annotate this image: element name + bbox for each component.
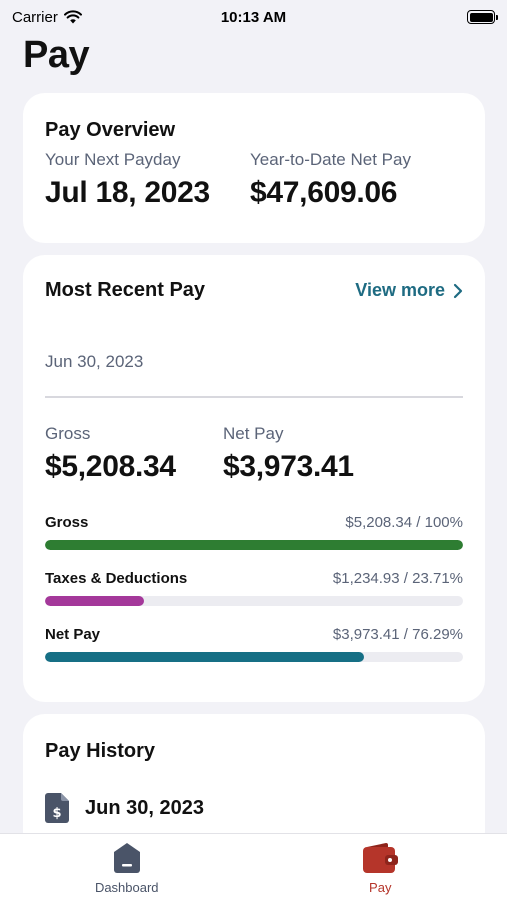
pay-overview-title: Pay Overview	[45, 119, 176, 141]
document-dollar-icon: $	[45, 793, 69, 823]
ytd-net-pay-label: Year-to-Date Net Pay	[250, 150, 411, 169]
wifi-icon	[63, 10, 82, 24]
carrier-label: Carrier	[12, 8, 58, 26]
net-pay-value: $3,973.41	[223, 449, 354, 483]
next-payday-label: Your Next Payday	[45, 150, 181, 169]
tab-dashboard[interactable]: Dashboard	[52, 834, 202, 900]
pay-history-date: Jun 30, 2023	[85, 796, 204, 819]
tab-pay-label: Pay	[369, 880, 392, 895]
dashboard-icon	[113, 843, 140, 873]
bar-net-pay-value: $3,973.41 / 76.29%	[332, 625, 463, 643]
bar-taxes-name: Taxes & Deductions	[45, 569, 188, 587]
bar-taxes-fill	[45, 595, 145, 606]
bar-net-pay: Net Pay $3,973.41 / 76.29%	[45, 626, 463, 662]
pay-history-item[interactable]: $ Jun 30, 2023	[45, 793, 463, 823]
chevron-right-icon	[453, 283, 463, 298]
bar-net-pay-fill	[45, 651, 364, 662]
svg-text:$: $	[52, 806, 61, 821]
tab-pay[interactable]: Pay	[305, 834, 455, 900]
pay-history-card: Pay History $ Jun 30, 2023	[23, 714, 485, 854]
most-recent-pay-card: Most Recent Pay View more Jun 30, 2023 G…	[23, 255, 485, 702]
ytd-net-pay: Year-to-Date Net Pay $47,609.06	[250, 150, 455, 210]
next-payday-value: Jul 18, 2023	[45, 176, 210, 209]
view-more-label: View more	[355, 280, 445, 300]
bar-gross: Gross $5,208.34 / 100%	[45, 514, 463, 550]
battery-icon	[467, 10, 498, 24]
bar-net-pay-name: Net Pay	[45, 625, 101, 643]
gross-amount: Gross $5,208.34	[45, 424, 223, 484]
tab-dashboard-label: Dashboard	[94, 880, 159, 895]
ytd-net-pay-value: $47,609.06	[250, 176, 398, 209]
net-pay-amount: Net Pay $3,973.41	[223, 424, 354, 484]
pay-overview-card: Pay Overview Your Next Payday Jul 18, 20…	[23, 93, 485, 243]
bar-gross-value: $5,208.34 / 100%	[345, 513, 463, 531]
gross-value: $5,208.34	[45, 449, 176, 483]
recent-pay-date: Jun 30, 2023	[45, 352, 144, 371]
net-pay-label: Net Pay	[223, 423, 284, 443]
bar-taxes-track	[45, 595, 463, 606]
bar-taxes: Taxes & Deductions $1,234.93 / 23.71%	[45, 570, 463, 606]
divider	[45, 396, 463, 398]
gross-label: Gross	[45, 423, 91, 443]
most-recent-pay-title: Most Recent Pay	[45, 279, 206, 301]
wallet-icon	[363, 843, 399, 873]
next-payday: Your Next Payday Jul 18, 2023	[45, 150, 250, 210]
bar-gross-name: Gross	[45, 513, 89, 531]
view-more-link[interactable]: View more	[355, 280, 463, 301]
bar-gross-fill	[45, 539, 463, 550]
bar-net-pay-track	[45, 651, 463, 662]
tab-bar: Dashboard Pay	[0, 833, 507, 900]
bar-taxes-value: $1,234.93 / 23.71%	[332, 569, 463, 587]
status-time: 10:13 AM	[220, 8, 287, 26]
status-left: Carrier	[12, 9, 82, 26]
pay-breakdown-bars: Gross $5,208.34 / 100% Taxes & Deduction…	[45, 514, 463, 662]
page-title: Pay	[23, 34, 90, 76]
pay-history-title: Pay History	[45, 740, 156, 762]
status-bar: Carrier 10:13 AM	[0, 0, 507, 34]
bar-gross-track	[45, 539, 463, 550]
